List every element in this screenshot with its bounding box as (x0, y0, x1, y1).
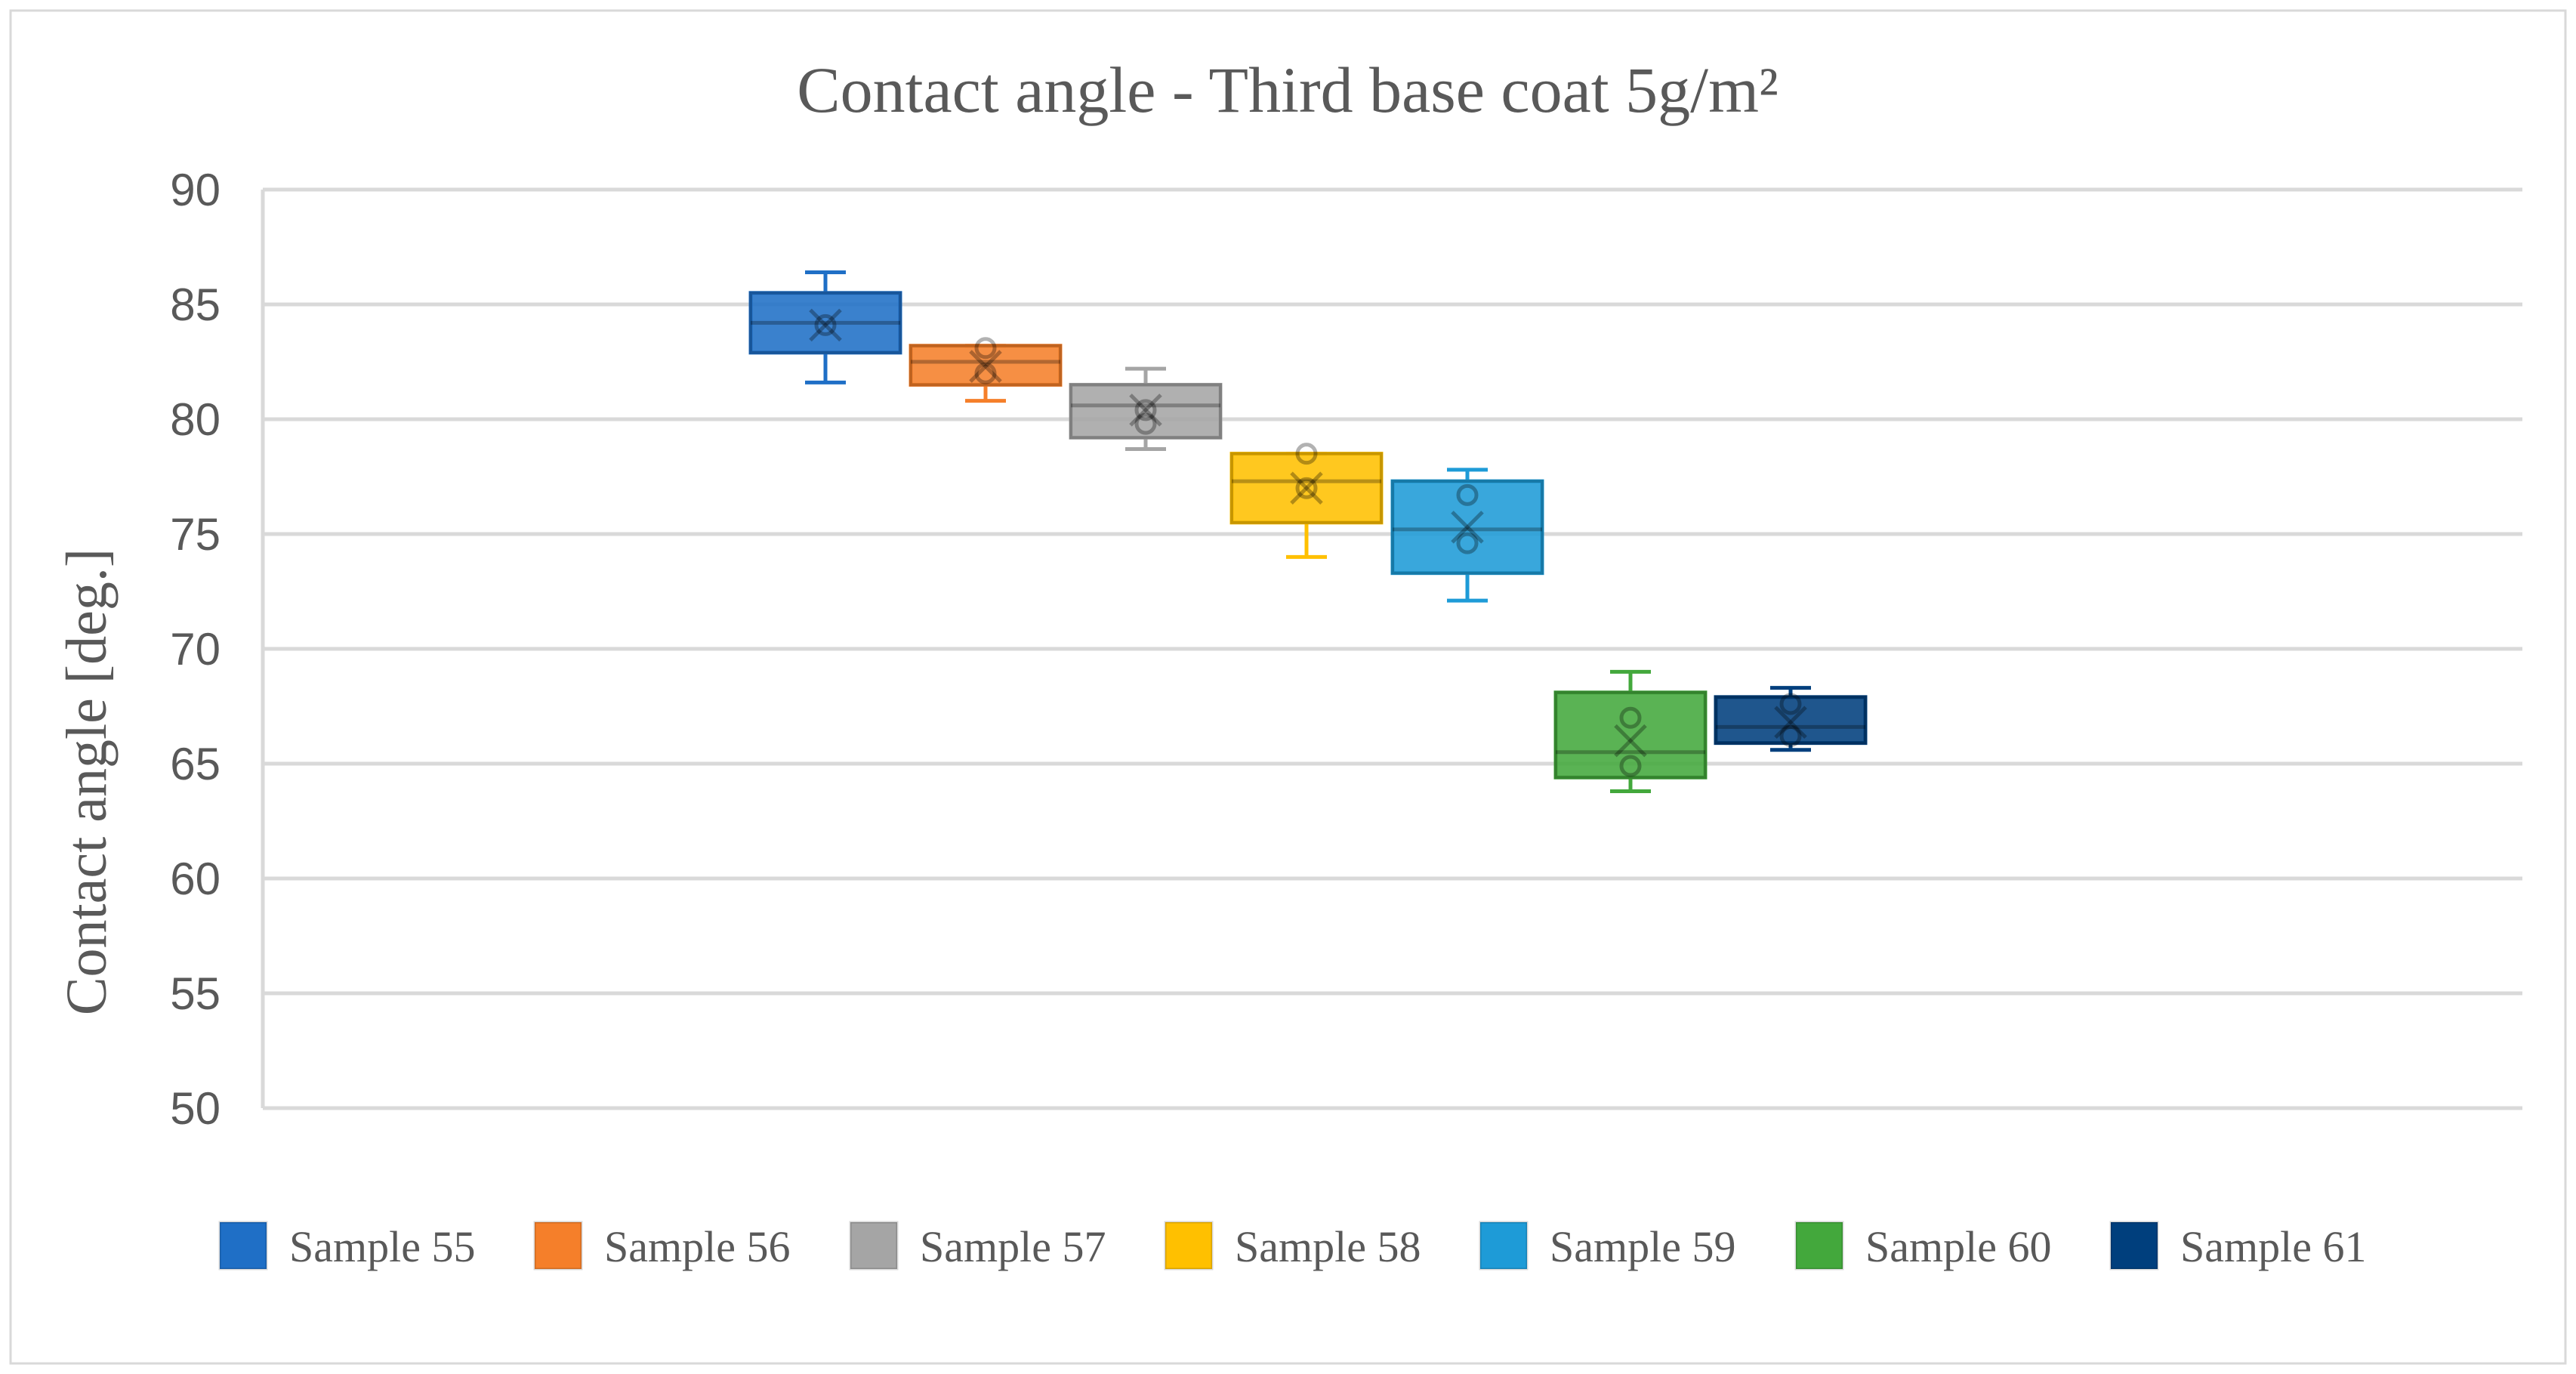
iqr-box (748, 291, 902, 355)
box-sample-56 (909, 337, 1063, 403)
legend-label: Sample 60 (1865, 1222, 2051, 1271)
mean-marker (1451, 511, 1484, 544)
y-axis-label: Contact angle [deg.] (55, 548, 119, 1015)
box-sample-59 (1390, 468, 1544, 603)
y-tick-label: 65 (170, 739, 221, 789)
y-tick-label: 75 (170, 509, 221, 560)
data-point (1456, 483, 1479, 506)
mean-marker (1614, 724, 1647, 758)
box-sample-55 (748, 270, 902, 384)
data-point (1134, 412, 1157, 435)
mean-marker (1129, 394, 1162, 427)
data-point (1619, 706, 1642, 729)
legend-label: Sample 61 (2180, 1222, 2366, 1271)
legend-swatch (1164, 1221, 1214, 1271)
data-point (974, 362, 997, 384)
data-point (1779, 693, 1802, 715)
chart-title: Contact angle - Third base coat 5g/m² (797, 54, 1779, 126)
chart-frame (9, 9, 2567, 1365)
legend-swatch (1479, 1221, 1529, 1271)
data-point (1295, 443, 1318, 465)
legend-label: Sample 56 (604, 1222, 790, 1271)
y-tick-label: 90 (170, 165, 221, 215)
iqr-box-outline (1554, 690, 1707, 780)
legend-swatch (1794, 1221, 1844, 1271)
legend-item: Sample 59 (1479, 1221, 1735, 1271)
iqr-box (1390, 479, 1544, 576)
data-point (1456, 532, 1479, 554)
legend-swatch (2109, 1221, 2159, 1271)
y-tick-label: 70 (170, 624, 221, 675)
mean-marker (1774, 706, 1807, 739)
y-tick-label: 80 (170, 394, 221, 445)
y-tick-label: 55 (170, 968, 221, 1019)
mean-marker (1614, 724, 1647, 758)
y-tick-label: 50 (170, 1083, 221, 1134)
legend-item: Sample 60 (1794, 1221, 2051, 1271)
legend-label: Sample 57 (920, 1222, 1106, 1271)
box-series (748, 270, 1868, 793)
data-point (1134, 399, 1157, 421)
mean-marker (1451, 511, 1484, 544)
legend-item: Sample 56 (533, 1221, 790, 1271)
box-sample-57 (1069, 366, 1223, 452)
iqr-box (1069, 382, 1223, 440)
data-point (1619, 755, 1642, 777)
legend-item: Sample 57 (849, 1221, 1106, 1271)
legend-item: Sample 58 (1164, 1221, 1421, 1271)
y-tick-label: 85 (170, 279, 221, 330)
y-tick-label: 60 (170, 854, 221, 904)
iqr-box-outline (909, 344, 1062, 387)
iqr-box (1229, 452, 1384, 525)
iqr-box (909, 344, 1063, 387)
legend-swatch (533, 1221, 583, 1271)
iqr-box-outline (1391, 480, 1544, 575)
legend-label: Sample 58 (1235, 1222, 1421, 1271)
box-sample-58 (1229, 443, 1384, 559)
data-point (974, 337, 997, 360)
legend-label: Sample 59 (1550, 1222, 1735, 1271)
iqr-box (1714, 695, 1868, 746)
mean-marker (1290, 471, 1323, 505)
mean-marker (969, 350, 1002, 383)
iqr-box-outline (1069, 383, 1222, 440)
mean-marker (1129, 394, 1162, 427)
data-point (1779, 725, 1802, 748)
mean-marker (809, 308, 842, 342)
mean-marker (809, 308, 842, 342)
legend-item: Sample 61 (2109, 1221, 2366, 1271)
iqr-box-outline (749, 291, 902, 354)
iqr-box (1553, 690, 1708, 780)
legend-swatch (218, 1221, 268, 1271)
legend-item: Sample 55 (218, 1221, 475, 1271)
mean-marker (969, 350, 1002, 383)
box-sample-61 (1714, 686, 1868, 752)
mean-marker (1290, 471, 1323, 505)
iqr-box-outline (1714, 695, 1867, 745)
data-point (1295, 477, 1318, 499)
legend-swatch (849, 1221, 899, 1271)
data-point (814, 313, 837, 336)
mean-marker (1774, 706, 1807, 739)
legend: Sample 55 Sample 56 Sample 57 Sample 58 Samp… (218, 1221, 2366, 1271)
y-axis-ticks: 50 55 60 65 70 75 80 85 90 (170, 165, 221, 1134)
legend-label: Sample 55 (289, 1222, 475, 1271)
box-sample-60 (1553, 669, 1708, 793)
iqr-box-outline (1230, 452, 1383, 524)
